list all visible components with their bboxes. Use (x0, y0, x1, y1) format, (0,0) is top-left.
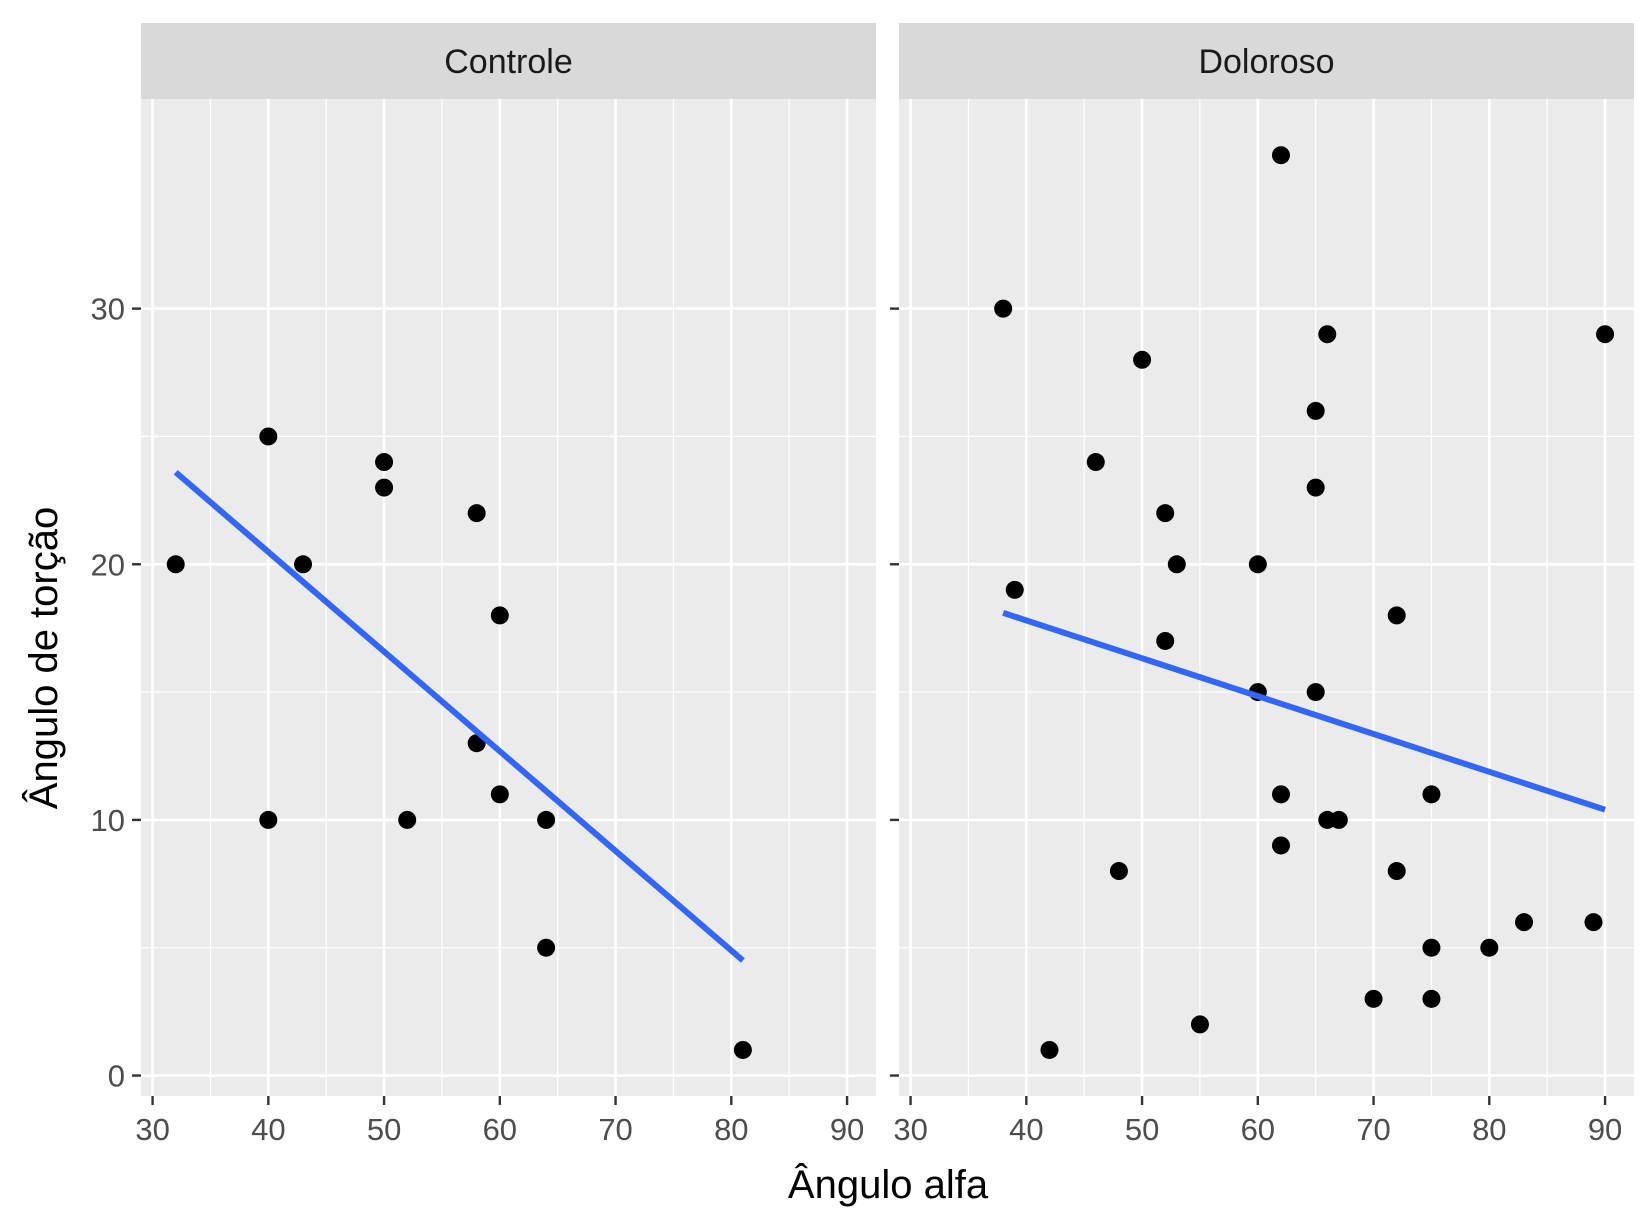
data-point (994, 299, 1013, 318)
data-point (1190, 1015, 1209, 1034)
x-axis-title: Ângulo alfa (788, 1162, 989, 1207)
data-point (375, 478, 394, 497)
data-point (1005, 580, 1024, 599)
data-point (1156, 504, 1175, 523)
x-tick-label: 40 (251, 1112, 285, 1147)
data-point (1387, 862, 1406, 881)
panel-doloroso: Doloroso 30 40 50 60 70 80 90 (890, 23, 1634, 1147)
data-point (1306, 683, 1325, 702)
data-point (1329, 810, 1348, 829)
data-point (1584, 913, 1603, 932)
data-point (1109, 862, 1128, 881)
data-point (1515, 913, 1534, 932)
x-tick-label: 40 (1009, 1112, 1043, 1147)
x-tick-label: 50 (1125, 1112, 1159, 1147)
facet-strip-label: Doloroso (1198, 43, 1334, 81)
data-point (1596, 325, 1615, 344)
data-point (166, 555, 185, 574)
facet-strip-label: Controle (444, 43, 573, 81)
data-point (1422, 938, 1441, 957)
data-point (1248, 555, 1267, 574)
data-point (490, 785, 509, 804)
y-tick-label: 0 (108, 1059, 125, 1094)
data-point (1156, 631, 1175, 650)
x-tick-label: 60 (483, 1112, 517, 1147)
data-point (1133, 350, 1152, 369)
x-tick-label: 90 (1588, 1112, 1622, 1147)
x-tick-label: 80 (1472, 1112, 1506, 1147)
x-tick-label: 30 (135, 1112, 169, 1147)
x-tick-label: 90 (830, 1112, 864, 1147)
data-point (1271, 836, 1290, 855)
y-tick-label: 30 (91, 292, 125, 327)
data-point (467, 504, 486, 523)
data-point (1387, 606, 1406, 625)
data-point (1271, 146, 1290, 165)
facet-strip (141, 23, 876, 99)
x-tick-label: 80 (714, 1112, 748, 1147)
y-axis-title: Ângulo de torção (21, 507, 66, 809)
trend-line (173, 469, 745, 963)
data-point (733, 1040, 752, 1059)
y-tick-label: 20 (91, 547, 125, 582)
data-point (537, 938, 556, 957)
data-point (1364, 989, 1383, 1008)
data-point (1422, 989, 1441, 1008)
data-point (1271, 785, 1290, 804)
data-point (1306, 478, 1325, 497)
data-point (1422, 785, 1441, 804)
x-tick-label: 50 (367, 1112, 401, 1147)
panel-controle: Controle 30 40 50 60 70 80 90 0 10 20 30 (91, 23, 876, 1147)
x-tick-label: 60 (1241, 1112, 1275, 1147)
data-point (294, 555, 313, 574)
data-point (1318, 325, 1337, 344)
data-point (375, 453, 394, 472)
data-point (490, 606, 509, 625)
y-tick-label: 10 (91, 803, 125, 838)
data-point (1167, 555, 1186, 574)
data-point (1086, 453, 1105, 472)
x-tick-label: 70 (1356, 1112, 1390, 1147)
data-point (537, 810, 556, 829)
panel-background (141, 99, 876, 1096)
data-point (1040, 1040, 1059, 1059)
panels-layer: Controle 30 40 50 60 70 80 90 0 10 20 30 Doloroso 30 4… (91, 23, 1634, 1147)
data-point (1480, 938, 1499, 957)
x-tick-label: 70 (598, 1112, 632, 1147)
data-point (259, 810, 278, 829)
data-point (259, 427, 278, 446)
data-point (398, 810, 417, 829)
x-tick-label: 30 (893, 1112, 927, 1147)
trend-line (1002, 609, 1606, 813)
facet-strip (899, 23, 1634, 99)
panel-background (899, 99, 1634, 1096)
data-point (1306, 401, 1325, 420)
